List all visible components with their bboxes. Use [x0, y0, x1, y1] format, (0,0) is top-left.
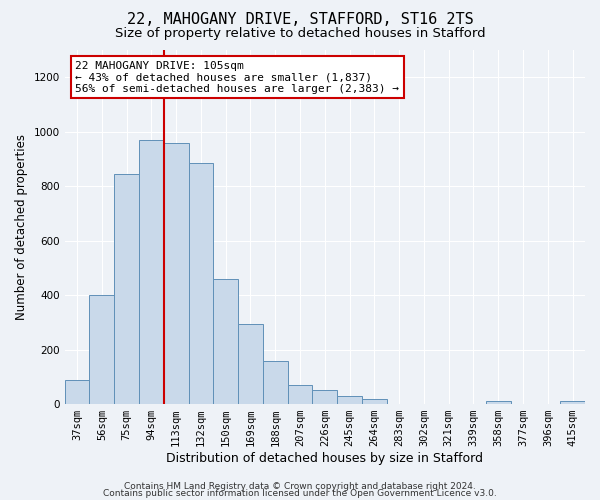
Bar: [337, 396, 362, 404]
Bar: [89, 295, 114, 404]
Text: 22, MAHOGANY DRIVE, STAFFORD, ST16 2TS: 22, MAHOGANY DRIVE, STAFFORD, ST16 2TS: [127, 12, 473, 28]
Y-axis label: Number of detached properties: Number of detached properties: [15, 134, 28, 320]
Bar: [65, 380, 89, 404]
Text: Contains public sector information licensed under the Open Government Licence v3: Contains public sector information licen…: [103, 489, 497, 498]
X-axis label: Distribution of detached houses by size in Stafford: Distribution of detached houses by size …: [166, 452, 484, 465]
Text: Size of property relative to detached houses in Stafford: Size of property relative to detached ho…: [115, 28, 485, 40]
Bar: [164, 142, 188, 404]
Bar: [263, 360, 287, 404]
Bar: [114, 174, 139, 404]
Bar: [188, 163, 214, 404]
Text: Contains HM Land Registry data © Crown copyright and database right 2024.: Contains HM Land Registry data © Crown c…: [124, 482, 476, 491]
Bar: [313, 390, 337, 404]
Bar: [560, 402, 585, 404]
Bar: [214, 279, 238, 404]
Bar: [287, 385, 313, 404]
Bar: [238, 324, 263, 404]
Bar: [486, 402, 511, 404]
Bar: [139, 140, 164, 404]
Text: 22 MAHOGANY DRIVE: 105sqm
← 43% of detached houses are smaller (1,837)
56% of se: 22 MAHOGANY DRIVE: 105sqm ← 43% of detac…: [75, 60, 399, 94]
Bar: [362, 398, 387, 404]
